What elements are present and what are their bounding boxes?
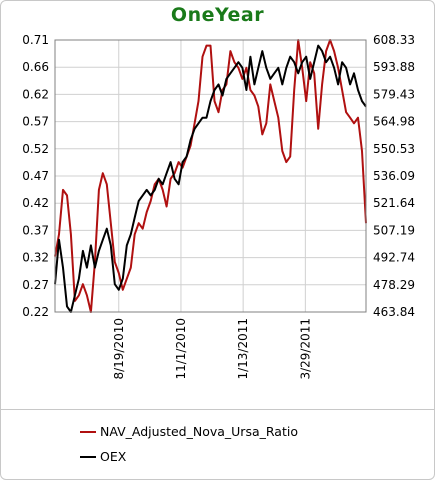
y-right-tick-label: 608.33: [373, 33, 415, 47]
y-left-tick-label: 0.42: [22, 196, 49, 210]
y-right-tick-label: 478.29: [373, 278, 415, 292]
y-left-tick-label: 0.57: [22, 115, 49, 129]
y-right-tick-label: 550.53: [373, 142, 415, 156]
x-tick-label: 3/29/2011: [298, 318, 312, 380]
y-right-tick-label: 536.09: [373, 169, 415, 183]
axis-layer: [54, 39, 367, 313]
y-right-tick-label: 593.88: [373, 60, 415, 74]
legend-label-oex: OEX: [100, 449, 127, 464]
chart-plot: 0.71 608.33 0.66 593.88 0.62 579.43 0.57 564.98…: [22, 33, 415, 380]
y-left-tick-label: 0.66: [22, 60, 49, 74]
y-right-tick-label: 579.43: [373, 87, 415, 101]
x-tick-label: 11/1/2010: [174, 318, 188, 380]
y-left-tick-label: 0.62: [22, 87, 49, 101]
legend-swatch-oex: [80, 455, 96, 458]
series-layer: [54, 39, 367, 313]
y-left-tick-label: 0.71: [22, 33, 49, 47]
y-right-tick-label: 492.74: [373, 251, 415, 265]
y-left-tick-label: 0.37: [22, 223, 49, 237]
series-line-oex: [54, 44, 367, 313]
chart-title: OneYear: [170, 4, 265, 26]
legend-item-nav: NAV_Adjusted_Nova_Ursa_Ratio: [80, 423, 298, 439]
legend-item-oex: OEX: [80, 448, 126, 464]
y-left-tick-label: 0.52: [22, 142, 49, 156]
legend-label-nav: NAV_Adjusted_Nova_Ursa_Ratio: [100, 424, 298, 439]
x-tick-label: 8/19/2010: [112, 318, 126, 380]
y-left-tick-label: 0.27: [22, 278, 49, 292]
legend-swatch-nav: [80, 430, 96, 433]
series-line-nav: [54, 39, 367, 313]
y-right-tick-label: 521.64: [373, 196, 415, 210]
y-right-tick-label: 507.19: [373, 223, 415, 237]
y-left-tick-label: 0.32: [22, 251, 49, 265]
y-right-tick-label: 463.84: [373, 305, 415, 319]
x-tick-label: 1/13/2011: [236, 318, 250, 380]
label-layer: 0.71 608.33 0.66 593.88 0.62 579.43 0.57 564.98…: [22, 33, 415, 380]
plot-border: [54, 39, 367, 313]
y-left-tick-label: 0.47: [22, 169, 49, 183]
y-left-tick-label: 0.22: [22, 305, 49, 319]
y-right-tick-label: 564.98: [373, 115, 415, 129]
legend-divider: [1, 409, 434, 410]
